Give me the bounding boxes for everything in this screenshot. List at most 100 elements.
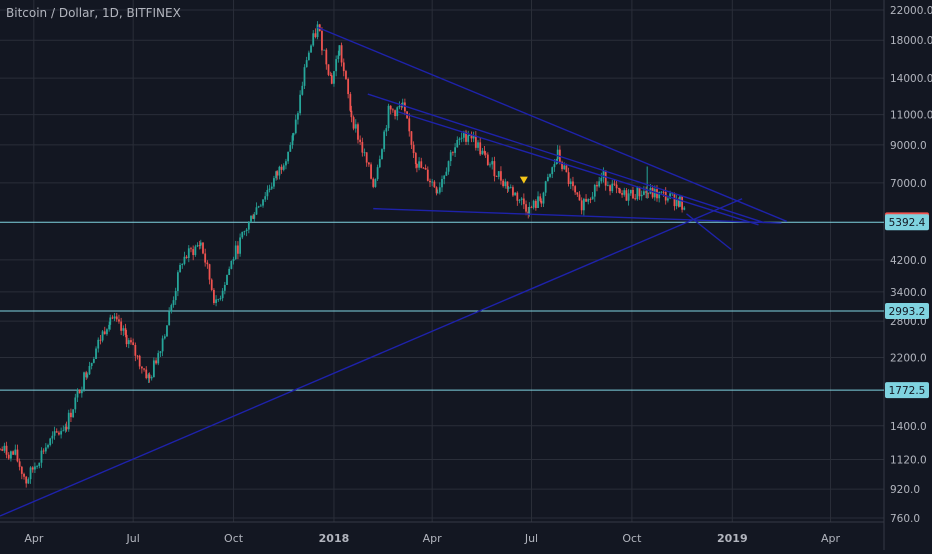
candle-body (370, 164, 372, 179)
candle-body (542, 192, 545, 204)
breakdown-projection-line[interactable] (686, 213, 732, 251)
candle-body (155, 360, 157, 364)
candle-body (170, 305, 173, 312)
upper-wedge-line[interactable] (317, 26, 788, 223)
price-axis-tag (885, 382, 929, 399)
wedge-support-line[interactable] (373, 207, 782, 224)
candle-body (658, 191, 661, 199)
candle-body (556, 149, 559, 160)
candle-body (136, 355, 139, 357)
candle-body (675, 198, 678, 207)
candle-body (522, 198, 525, 205)
candle-body (111, 317, 114, 319)
candle-body (530, 206, 533, 208)
candle-body (280, 166, 283, 170)
inner-upper-line-2[interactable] (398, 111, 759, 226)
candle-body (401, 102, 404, 107)
candle-body (181, 263, 184, 265)
candle-body (99, 339, 102, 341)
candle-body (512, 187, 514, 196)
candle-body (638, 186, 641, 197)
candle-body (357, 124, 359, 140)
candle-body (546, 176, 549, 182)
candle-body (321, 30, 323, 51)
candle-body (518, 199, 521, 201)
candle-body (276, 171, 279, 176)
candle-body (67, 412, 70, 430)
candle-body (312, 33, 315, 46)
candle-body (34, 466, 36, 470)
candle-body (651, 187, 654, 198)
candle-body (206, 262, 209, 265)
inner-upper-line[interactable] (367, 93, 765, 224)
y-tick-label: 9000.0 (890, 140, 927, 152)
candle-body (544, 181, 547, 193)
candle-body (509, 187, 512, 189)
trendlines (0, 26, 788, 517)
y-tick-label: 920.0 (890, 484, 920, 496)
candle-body (528, 206, 531, 215)
candle-body (525, 204, 527, 212)
candle-body (297, 113, 299, 120)
candle-body (65, 426, 68, 430)
candle-body (465, 131, 467, 142)
candle-body (291, 135, 294, 146)
candle-body (159, 351, 162, 354)
candle-body (108, 324, 111, 330)
candle-body (31, 467, 34, 470)
candle-body (679, 196, 681, 207)
candle-body (447, 161, 450, 172)
candle-body (49, 438, 52, 446)
candle-body (97, 339, 100, 349)
candle-body (204, 253, 207, 263)
candle-body (602, 170, 605, 178)
candle-body (673, 193, 676, 207)
candle-body (520, 198, 523, 200)
candle-body (431, 181, 434, 183)
candle-body (166, 325, 168, 337)
candle-body (625, 190, 628, 201)
candle-body (58, 432, 60, 435)
candle-body (493, 161, 496, 177)
candle-body (310, 45, 312, 53)
candle-body (40, 450, 43, 463)
candle-body (5, 445, 8, 455)
candle-body (585, 198, 587, 202)
candle-body (643, 191, 645, 195)
long-term-support-line[interactable] (0, 198, 743, 517)
candle-body (270, 186, 273, 189)
candle-body (456, 139, 459, 148)
candle-body (330, 75, 333, 84)
candle-body (532, 200, 535, 208)
candle-body (435, 187, 438, 194)
candle-body (172, 300, 175, 306)
candle-body (29, 467, 32, 480)
candle-body (278, 166, 281, 176)
price-axis-tag-label: 5392.4 (889, 217, 926, 229)
x-tick-label: Oct (224, 532, 244, 545)
candle-body (329, 74, 332, 76)
candle-body (383, 131, 386, 150)
candle-body (454, 147, 456, 153)
candle-body (213, 289, 215, 304)
candle-body (299, 94, 302, 114)
candle-body (449, 152, 452, 162)
candle-body (239, 237, 241, 254)
candle-body (591, 196, 594, 200)
candle-body (198, 245, 201, 246)
candle-body (611, 183, 614, 192)
candle-body (12, 451, 14, 455)
candle-body (132, 342, 135, 345)
candle-body (275, 171, 278, 179)
candle-body (113, 316, 116, 319)
candle-body (403, 102, 406, 112)
candle-body (438, 187, 441, 193)
candle-body (408, 118, 411, 132)
candle-body (148, 374, 151, 379)
candle-body (551, 167, 554, 175)
candle-body (580, 200, 583, 211)
candle-body (460, 137, 463, 139)
candle-body (572, 181, 574, 187)
